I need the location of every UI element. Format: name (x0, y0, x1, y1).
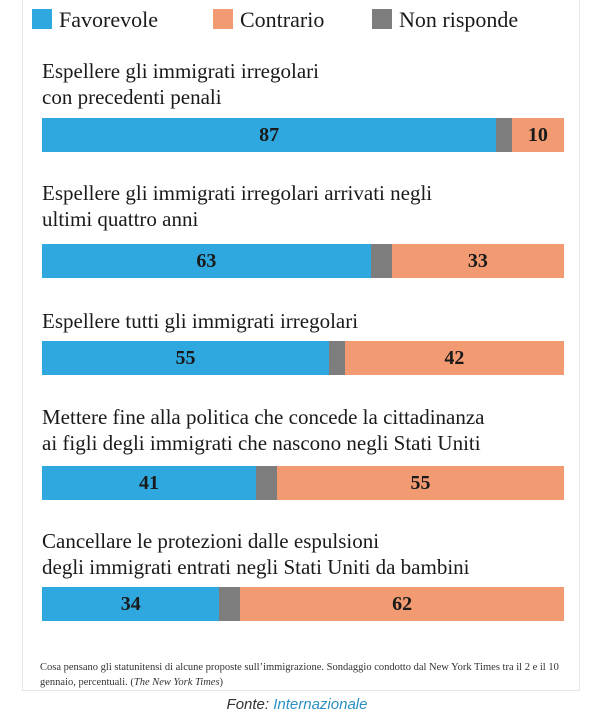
question-label-line: con precedenti penali (42, 85, 222, 109)
legend-item-favorevole: Favorevole (32, 6, 158, 34)
bar-segment-contrario (391, 244, 564, 278)
bar-segment-contrario (240, 587, 564, 621)
bar-segment-non-risponde (219, 587, 241, 621)
legend-label-contrario: Contrario (240, 7, 325, 32)
question-label-line: ultimi quattro anni (42, 207, 199, 231)
bar-segment-non-risponde (256, 466, 277, 500)
legend-item-non-risponde: Non risponde (372, 6, 518, 34)
question-label: Espellere tutti gli immigrati irregolari (42, 308, 572, 334)
stacked-bar: 41 55 (42, 466, 564, 500)
data-label: 33 (467, 250, 488, 272)
footnote-source: The New York Times (133, 677, 220, 688)
bar-segment-favorevole (42, 244, 371, 278)
bar-segment-contrario (344, 341, 564, 375)
bar-segment-non-risponde (496, 118, 512, 152)
question-label-line: Espellere tutti gli immigrati irregolari (42, 309, 359, 333)
question-label-line: Mettere fine alla politica che concede l… (42, 405, 485, 429)
footnote-close: ) (219, 677, 224, 688)
bar-segment-favorevole (42, 587, 220, 621)
bar-segment-favorevole (42, 118, 497, 152)
legend-swatch-non-risponde (372, 9, 392, 29)
legend-swatch-contrario (213, 9, 233, 29)
data-label: 41 (139, 472, 159, 494)
credit-line: Fonte: Internazionale (0, 696, 594, 713)
question-label-line: Cancellare le protezioni dalle espulsion… (42, 529, 380, 553)
credit-link[interactable]: Internazionale (273, 696, 368, 713)
data-label: 62 (392, 593, 413, 615)
credit-prefix: Fonte: (226, 696, 274, 713)
legend-label-favorevole: Favorevole (59, 7, 158, 32)
bar-segment-non-risponde (370, 244, 392, 278)
bar-segment-favorevole (42, 466, 257, 500)
legend-item-contrario: Contrario (213, 6, 324, 34)
data-label: 63 (196, 250, 217, 272)
question-label: Mettere fine alla politica che concede l… (42, 404, 572, 456)
bar-segment-contrario (511, 118, 564, 152)
bar-segment-favorevole (42, 341, 330, 375)
data-label: 10 (527, 124, 548, 146)
bar-segment-non-risponde (329, 341, 345, 375)
footnote-text: Cosa pensano gli statunitensi di alcune … (40, 662, 559, 688)
stacked-bar: 55 42 (42, 341, 564, 375)
question-label: Cancellare le protezioni dalle espulsion… (42, 528, 572, 580)
data-label: 55 (410, 472, 431, 494)
stacked-bar: 63 33 (42, 244, 564, 278)
question-label-line: ai figli degli immigrati che nascono neg… (42, 431, 481, 455)
question-label: Espellere gli immigrati irregolari arriv… (42, 180, 572, 232)
bar-segment-contrario (276, 466, 564, 500)
data-label: 34 (120, 593, 141, 615)
stacked-bar: 87 10 (42, 118, 564, 152)
question-label-line: degli immigrati entrati negli Stati Unit… (42, 555, 470, 579)
stacked-bar: 34 62 (42, 587, 564, 621)
legend-swatch-favorevole (32, 9, 52, 29)
question-label: Espellere gli immigrati irregolari con pr… (42, 58, 572, 110)
question-label-line: Espellere gli immigrati irregolari (42, 59, 319, 83)
legend-label-non-risponde: Non risponde (399, 7, 519, 32)
data-label: 87 (259, 124, 280, 146)
question-label-line: Espellere gli immigrati irregolari arriv… (42, 181, 433, 205)
data-label: 42 (444, 347, 465, 369)
data-label: 55 (175, 347, 196, 369)
footnote: Cosa pensano gli statunitensi di alcune … (40, 660, 560, 690)
